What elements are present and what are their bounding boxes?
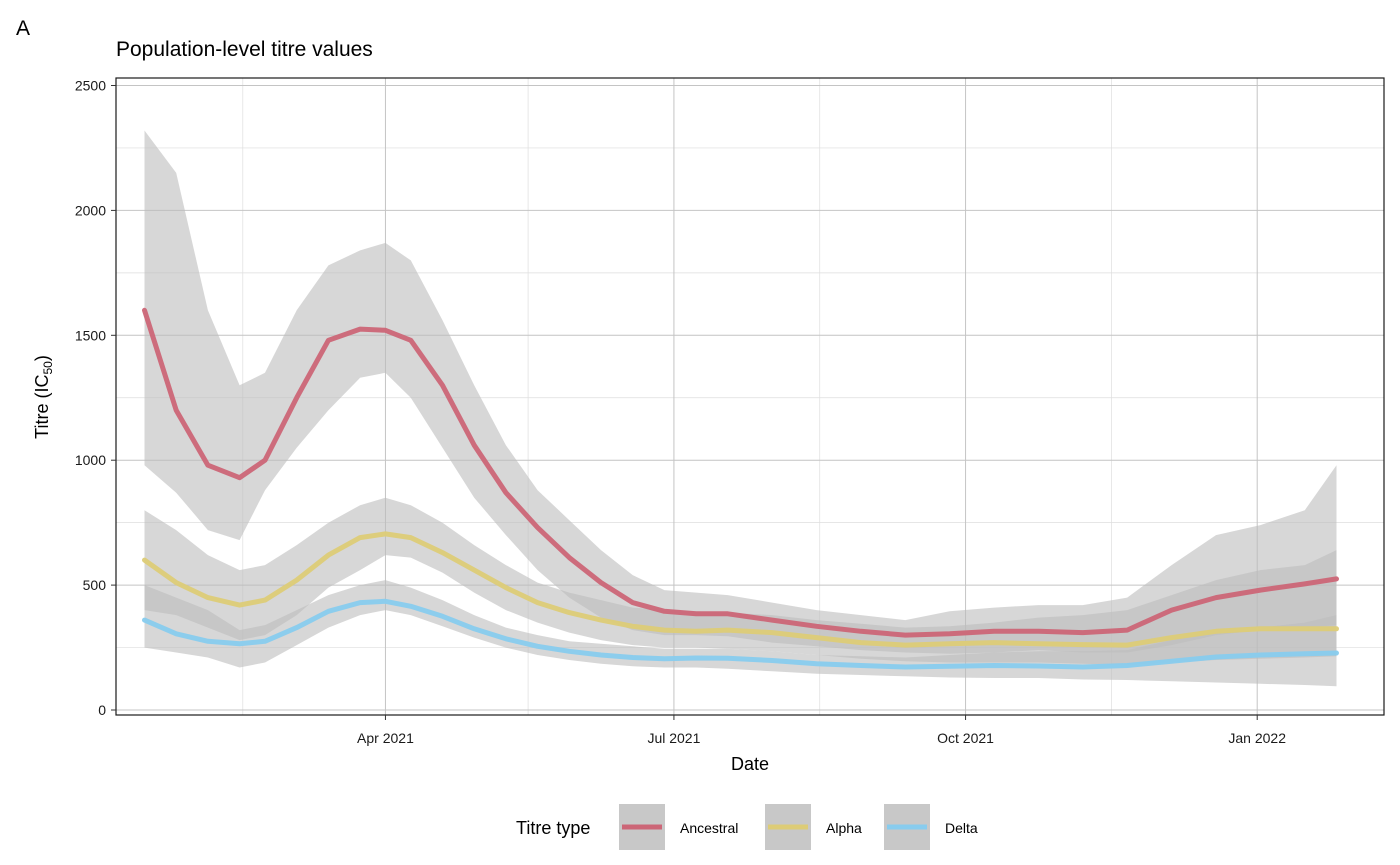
y-tick-label: 2000 xyxy=(75,202,106,218)
x-tick-label: Apr 2021 xyxy=(357,730,414,746)
legend: Titre type Ancestral Alpha Delta xyxy=(516,804,978,850)
y-axis-title-close: ) xyxy=(32,355,52,361)
chart-title: Population-level titre values xyxy=(116,38,373,61)
plot-panel-border xyxy=(115,77,1385,716)
series-line-alpha xyxy=(142,531,1339,648)
y-tick-label: 1500 xyxy=(75,327,106,343)
series-line-ancestral xyxy=(142,307,1339,638)
series-lines xyxy=(142,307,1339,670)
confidence-bands xyxy=(144,130,1337,687)
band-alpha xyxy=(144,497,1337,665)
y-tick-label: 500 xyxy=(83,577,107,593)
y-tick-label: 0 xyxy=(98,702,106,718)
y-axis-title-main: Titre (IC xyxy=(32,375,52,439)
legend-item-delta: Delta xyxy=(884,804,978,850)
x-tick-label: Jan 2022 xyxy=(1228,730,1286,746)
panel-tag: A xyxy=(16,17,30,40)
y-axis-title: Titre (IC50) xyxy=(32,355,55,439)
legend-label-ancestral: Ancestral xyxy=(680,820,738,836)
x-tick-label: Oct 2021 xyxy=(937,730,994,746)
band-delta xyxy=(144,580,1337,687)
y-axis-title-subscript: 50 xyxy=(41,361,55,375)
series-line-delta xyxy=(142,598,1339,670)
y-axis-ticks: 0 500 1000 1500 2000 2500 xyxy=(75,77,116,718)
legend-item-alpha: Alpha xyxy=(765,804,862,850)
legend-title: Titre type xyxy=(516,818,590,838)
y-tick-label: 2500 xyxy=(75,77,106,93)
y-tick-label: 1000 xyxy=(75,452,106,468)
x-axis-ticks: Apr 2021 Jul 2021 Oct 2021 Jan 2022 xyxy=(357,715,1286,746)
x-axis-title: Date xyxy=(731,754,769,774)
legend-label-delta: Delta xyxy=(945,820,978,836)
legend-item-ancestral: Ancestral xyxy=(619,804,738,850)
x-tick-label: Jul 2021 xyxy=(647,730,700,746)
legend-label-alpha: Alpha xyxy=(826,820,862,836)
